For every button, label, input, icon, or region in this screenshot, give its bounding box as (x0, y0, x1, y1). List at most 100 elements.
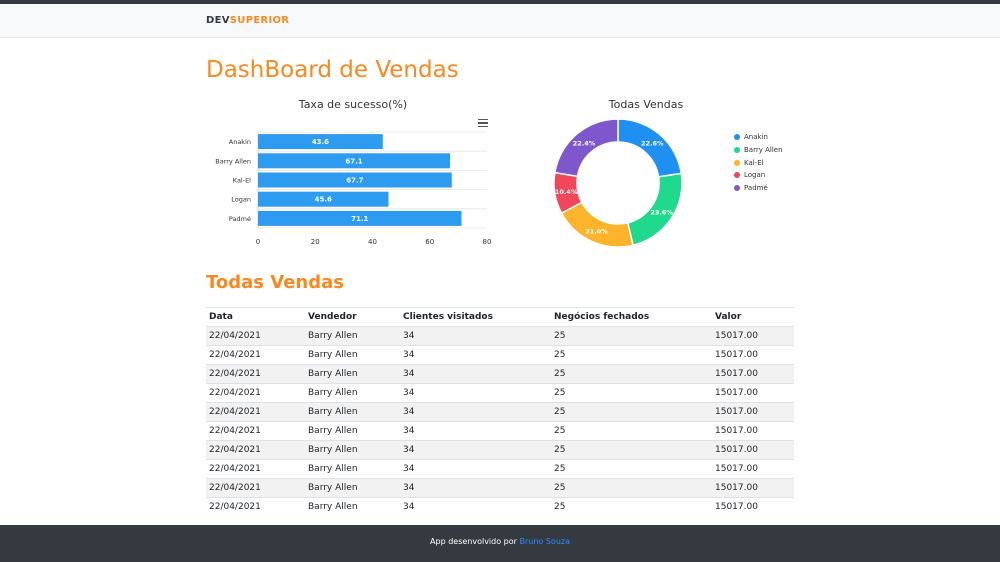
table-cell: 34 (400, 478, 551, 498)
table-cell: 15017.00 (712, 326, 794, 346)
bar-chart-title: Taxa de sucesso(%) (298, 98, 408, 111)
table-cell: 22/04/2021 (206, 402, 305, 422)
table-header-cell[interactable]: Negócios fechados (551, 307, 712, 327)
bar-4 (258, 210, 462, 226)
legend-label: Anakin (744, 133, 768, 142)
legend-marker (734, 147, 740, 154)
table-cell: 15017.00 (712, 345, 794, 365)
chart-menu-icon[interactable] (478, 119, 488, 127)
table-cell: 34 (400, 345, 551, 365)
table-cell: 34 (400, 402, 551, 422)
bar-value-label: 71.1 (351, 215, 368, 223)
legend-label: Logan (744, 171, 766, 180)
table-cell: 22/04/2021 (206, 440, 305, 460)
table-cell: 25 (551, 421, 712, 441)
top-strip (0, 0, 1000, 4)
bar-2 (258, 172, 452, 188)
table-cell: Barry Allen (305, 478, 400, 498)
legend-marker (734, 172, 740, 179)
table-row: 22/04/2021 Barry Allen 34 25 15017.00 (206, 326, 794, 346)
table-cell: 22/04/2021 (206, 421, 305, 441)
donut-legend: Anakin Barry Allen Kal-El Logan Padmé (734, 131, 783, 194)
table-cell: 34 (400, 440, 551, 460)
table-cell: 22/04/2021 (206, 497, 305, 517)
legend-item[interactable]: Barry Allen (734, 144, 783, 157)
donut-value-label: 10.4% (555, 188, 578, 196)
author-link[interactable]: Bruno Souza (519, 537, 570, 546)
table-cell: 34 (400, 364, 551, 384)
bar-category-label: Padmé (229, 215, 251, 223)
table-cell: 25 (551, 364, 712, 384)
bar-0 (258, 134, 383, 150)
table-cell: 22/04/2021 (206, 478, 305, 498)
table-row: 22/04/2021 Barry Allen 34 25 15017.00 (206, 497, 794, 517)
bar-3 (258, 191, 389, 207)
legend-marker (734, 159, 740, 166)
table-cell: 34 (400, 326, 551, 346)
table-header-cell[interactable]: Data (206, 307, 305, 327)
bar-category-label: Anakin (229, 138, 251, 146)
bar-x-tick-label: 80 (483, 238, 492, 246)
legend-label: Kal-El (744, 158, 764, 167)
legend-item[interactable]: Anakin (734, 131, 783, 144)
table-cell: 15017.00 (712, 364, 794, 384)
bar-x-tick-label: 0 (256, 238, 260, 246)
section-title: Todas Vendas (206, 272, 344, 293)
donut-value-label: 23.6% (650, 209, 673, 217)
table-row: 22/04/2021 Barry Allen 34 25 15017.00 (206, 440, 794, 460)
table-cell: Barry Allen (305, 402, 400, 422)
table-cell: 22/04/2021 (206, 326, 305, 346)
table-cell: 15017.00 (712, 402, 794, 422)
table-cell: 15017.00 (712, 478, 794, 498)
table-row: 22/04/2021 Barry Allen 34 25 15017.00 (206, 364, 794, 384)
legend-label: Padmé (744, 184, 768, 193)
donut-value-label: 22.4% (573, 139, 596, 147)
table-cell: Barry Allen (305, 440, 400, 460)
table-cell: 25 (551, 497, 712, 517)
donut-value-label: 21.0% (585, 227, 608, 235)
table-cell: 25 (551, 478, 712, 498)
table-cell: 25 (551, 383, 712, 403)
table-row: 22/04/2021 Barry Allen 34 25 15017.00 (206, 459, 794, 479)
table-cell: Barry Allen (305, 326, 400, 346)
table-cell: 25 (551, 440, 712, 460)
legend-item[interactable]: Kal-El (734, 156, 783, 169)
footer-text: App desenvolvido por (430, 537, 520, 546)
bar-value-label: 45.6 (315, 196, 332, 204)
legend-marker (734, 185, 740, 192)
table-row: 22/04/2021 Barry Allen 34 25 15017.00 (206, 421, 794, 441)
table-cell: Barry Allen (305, 383, 400, 403)
table-header-cell[interactable]: Vendedor (305, 307, 400, 327)
table-cell: Barry Allen (305, 364, 400, 384)
legend-label: Barry Allen (744, 146, 783, 155)
table-cell: 22/04/2021 (206, 459, 305, 479)
bar-1 (258, 153, 451, 169)
legend-marker (734, 134, 740, 141)
table-cell: 25 (551, 459, 712, 479)
table-body: 22/04/2021 Barry Allen 34 25 15017.00 22/04/2… (206, 326, 794, 517)
table-cell: 15017.00 (712, 497, 794, 517)
legend-item[interactable]: Logan (734, 169, 783, 182)
bar-x-tick-label: 60 (425, 238, 434, 246)
footer: App desenvolvido por Bruno Souza (0, 525, 1000, 562)
navbar: DEVSUPERIOR (0, 4, 1000, 38)
table-row: 22/04/2021 Barry Allen 34 25 15017.00 (206, 345, 794, 365)
logo[interactable]: DEVSUPERIOR (206, 15, 290, 26)
table-header-cell[interactable]: Clientes visitados (400, 307, 551, 327)
bar-x-tick-label: 20 (311, 238, 320, 246)
table-header-cell[interactable]: Valor (712, 307, 794, 327)
table-cell: Barry Allen (305, 421, 400, 441)
table-cell: 25 (551, 345, 712, 365)
bar-value-label: 67.7 (346, 177, 363, 185)
table-cell: 25 (551, 402, 712, 422)
legend-item[interactable]: Padmé (734, 182, 783, 195)
table-cell: 25 (551, 326, 712, 346)
table-cell: 15017.00 (712, 459, 794, 479)
bar-value-label: 43.6 (312, 138, 329, 146)
donut-value-label: 22.6% (641, 140, 664, 148)
table-cell: 22/04/2021 (206, 383, 305, 403)
table-row: 22/04/2021 Barry Allen 34 25 15017.00 (206, 402, 794, 422)
table-cell: 34 (400, 383, 551, 403)
donut-slice-4 (553, 118, 619, 178)
bar-category-label: Barry Allen (215, 157, 251, 165)
